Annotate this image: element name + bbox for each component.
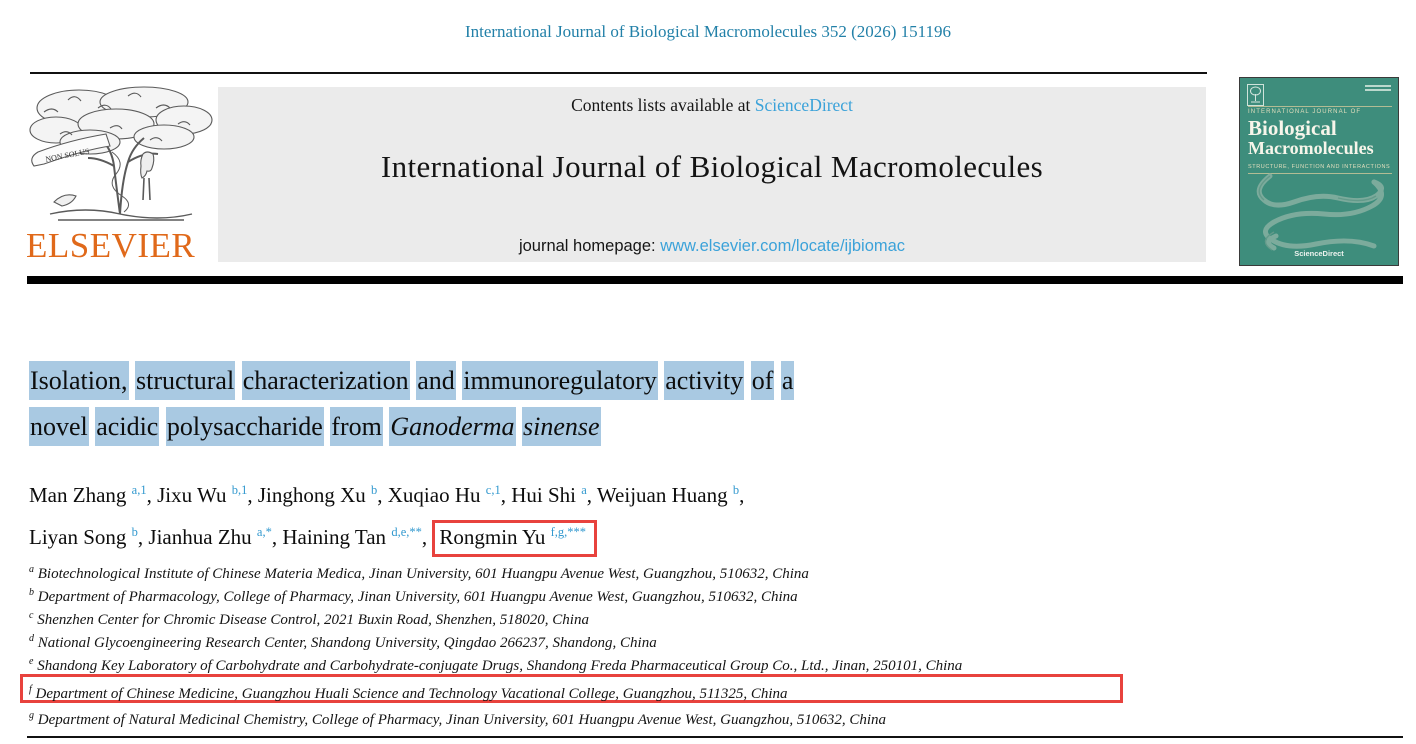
affiliation-row-boxed-annotation: f Department of Chinese Medicine, Guangz…	[20, 674, 1123, 703]
cover-issn-lines	[1365, 85, 1391, 93]
author-superscript: c,1	[485, 483, 501, 497]
affiliation-list: a Biotechnological Institute of Chinese …	[20, 558, 1179, 728]
title-word: of	[750, 361, 775, 400]
author-superscript: b	[131, 525, 138, 539]
author-superscript: f,g,***	[550, 525, 587, 539]
homepage-line: journal homepage: www.elsevier.com/locat…	[218, 237, 1206, 256]
cover-molecule-art	[1256, 173, 1384, 251]
affiliation-label: d	[29, 633, 34, 644]
cover-elsevier-mini-logo-icon	[1247, 84, 1264, 106]
affiliation-row: e Shandong Key Laboratory of Carbohydrat…	[29, 656, 963, 674]
elsevier-wordmark: ELSEVIER	[26, 226, 196, 265]
footer-rule	[27, 736, 1403, 738]
title-word: novel	[29, 407, 89, 446]
article-title: Isolation, structural characterization a…	[29, 358, 979, 450]
cover-title-line2: Macromolecules	[1248, 138, 1374, 158]
title-word: Ganoderma	[389, 407, 516, 446]
affiliation-label: c	[29, 610, 34, 621]
author: Jixu Wu b,1	[157, 483, 248, 507]
author-superscript: d,e,**	[391, 525, 422, 539]
author: Jianhua Zhu a,*	[148, 525, 272, 549]
title-word: acidic	[95, 407, 160, 446]
author-superscript: b	[371, 483, 378, 497]
journal-cover-thumbnail[interactable]: INTERNATIONAL JOURNAL OF Biological Macr…	[1239, 77, 1399, 266]
affiliation-row: b Department of Pharmacology, College of…	[29, 587, 798, 605]
cover-rule-top	[1248, 106, 1392, 107]
header-top-rule	[30, 72, 1207, 74]
title-word: Isolation,	[29, 361, 129, 400]
sciencedirect-link[interactable]: ScienceDirect	[754, 95, 853, 115]
running-head-citation: International Journal of Biological Macr…	[464, 22, 952, 41]
affiliation-label: g	[29, 710, 34, 721]
contents-prefix: Contents lists available at	[571, 95, 755, 115]
affiliation-row: a Biotechnological Institute of Chinese …	[29, 564, 809, 582]
article-title-line2: novel acidic polysaccharide from Ganoder…	[29, 404, 979, 450]
article-title-line1: Isolation, structural characterization a…	[29, 358, 979, 404]
author: Hui Shi a	[511, 483, 587, 507]
affiliation-label: e	[29, 656, 34, 667]
title-word: polysaccharide	[165, 407, 324, 446]
title-word: sinense	[522, 407, 601, 446]
author-superscript: a,1	[131, 483, 147, 497]
cover-title-line1: Biological	[1248, 116, 1337, 140]
author: Haining Tan d,e,**	[282, 525, 422, 549]
homepage-url-link[interactable]: www.elsevier.com/locate/ijbiomac	[660, 237, 906, 255]
affiliation-label: a	[29, 564, 34, 575]
elsevier-tree-icon: NON SOLUS	[29, 86, 213, 221]
affiliation-row: g Department of Natural Medicinal Chemis…	[29, 710, 887, 728]
author-superscript: b	[732, 483, 740, 497]
affiliation-row: d National Glycoengineering Research Cen…	[29, 633, 657, 651]
title-word: a	[780, 361, 795, 400]
title-word: activity	[664, 361, 745, 400]
header-thick-bar	[27, 276, 1403, 284]
author: Xuqiao Hu c,1	[387, 483, 501, 507]
title-word: structural	[135, 361, 236, 400]
cover-sciencedirect-label: ScienceDirect	[1294, 249, 1344, 258]
author-superscript: a	[581, 483, 587, 497]
author-list: Man Zhang a,1, Jixu Wu b,1, Jinghong Xu …	[29, 472, 979, 557]
affiliation-label: f	[29, 684, 32, 695]
title-word: and	[416, 361, 456, 400]
title-word: characterization	[241, 361, 410, 400]
homepage-prefix: journal homepage:	[518, 237, 661, 255]
elsevier-logo: NON SOLUS ELSEVIER	[24, 82, 216, 265]
author: Man Zhang a,1	[29, 483, 147, 507]
masthead-box: Contents lists available at ScienceDirec…	[218, 87, 1206, 262]
author-boxed-annotation: Rongmin Yu f,g,***	[432, 520, 598, 557]
author-superscript: a,*	[256, 525, 272, 539]
cover-rule-bottom	[1248, 173, 1392, 174]
author-superscript: b,1	[231, 483, 248, 497]
affiliation-label: b	[29, 587, 34, 598]
author: Weijuan Huang b	[596, 483, 740, 507]
affiliation-row: c Shenzhen Center for Chromic Disease Co…	[29, 610, 589, 628]
author: Jinghong Xu b	[257, 483, 378, 507]
contents-line: Contents lists available at ScienceDirec…	[218, 95, 1206, 116]
cover-subtitle: STRUCTURE, FUNCTION AND INTERACTIONS	[1248, 164, 1391, 170]
title-word: from	[330, 407, 383, 446]
journal-title: International Journal of Biological Macr…	[380, 149, 1044, 184]
author: Liyan Song b	[29, 525, 138, 549]
title-word: immunoregulatory	[462, 361, 658, 400]
cover-kicker: INTERNATIONAL JOURNAL OF	[1248, 109, 1362, 115]
